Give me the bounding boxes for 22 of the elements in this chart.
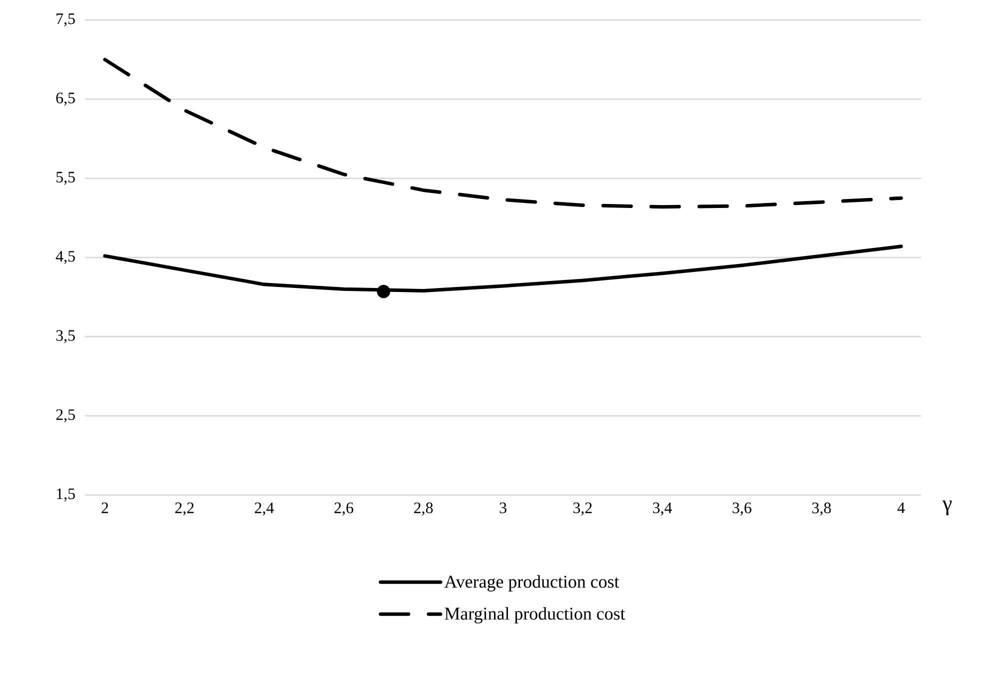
x-tick-label: 2 [102,502,108,514]
x-tick-label: 3,2 [573,502,592,516]
x-tick-label: 3 [500,502,506,514]
y-tick-label: 1,5 [56,488,75,502]
x-tick-label: 2,2 [175,502,194,516]
legend-label: Average production cost [444,575,620,592]
line-series [103,58,903,209]
y-tick-label: 4,5 [56,251,75,264]
x-tick-label: 4 [897,502,905,514]
y-tick-label: 5,5 [56,172,75,185]
y-tick-label: 7,5 [56,14,75,26]
x-tick-label: 3,6 [732,502,752,516]
x-tick-label: 2,6 [334,502,354,516]
x-tick-label: 3,8 [812,502,831,516]
legend-label: Marginal production cost [444,607,626,624]
x-axis-title: γ [942,500,952,516]
x-tick-label: 3,4 [653,502,672,516]
x-tick-label: 2,8 [414,502,433,516]
x-tick-label: 2,4 [254,502,274,516]
y-tick-label: 6,5 [56,92,75,106]
y-tick-label: 2,5 [56,409,75,422]
y-tick-label: 3,5 [56,330,75,344]
